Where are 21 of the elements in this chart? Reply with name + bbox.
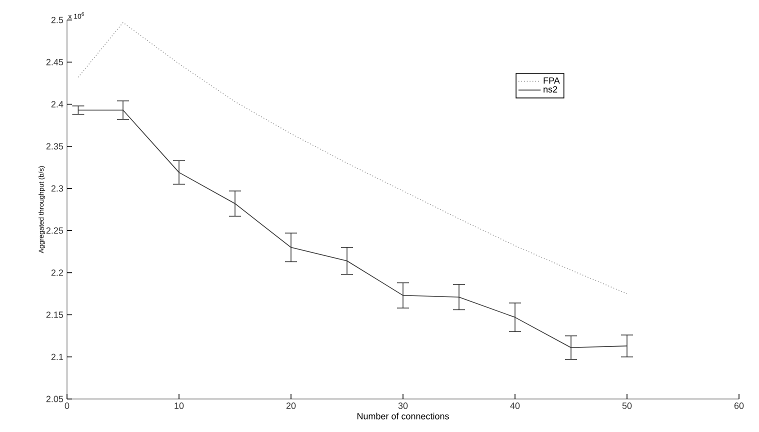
x-tick-label: 30 <box>398 402 408 409</box>
x-axis-title: Number of connections <box>357 412 449 420</box>
x-tick-label: 20 <box>286 402 296 409</box>
legend-label: ns2 <box>544 86 558 93</box>
x-tick-label: 50 <box>622 402 632 409</box>
x-tick-label: 10 <box>174 402 184 409</box>
x-tick-label: 0 <box>64 402 70 409</box>
y-tick-label: 2.3 <box>51 185 64 192</box>
x-tick-label: 40 <box>510 402 520 409</box>
y-tick-label: 2.1 <box>51 354 64 360</box>
y-tick-label: 2.2 <box>51 270 64 276</box>
legend-label: FPA <box>544 77 560 84</box>
y-tick-label: 2.05 <box>46 396 64 402</box>
y-tick-label: 2.15 <box>46 312 64 318</box>
y-tick-label: 2.45 <box>46 58 64 66</box>
y-tick-label: 2.5 <box>51 16 64 24</box>
y-tick-label: 2.25 <box>46 227 64 234</box>
y-tick-label: 2.35 <box>46 143 64 150</box>
x-tick-label: 60 <box>734 402 744 409</box>
line-series <box>78 22 628 294</box>
y-tick-label: 2.4 <box>51 101 64 108</box>
